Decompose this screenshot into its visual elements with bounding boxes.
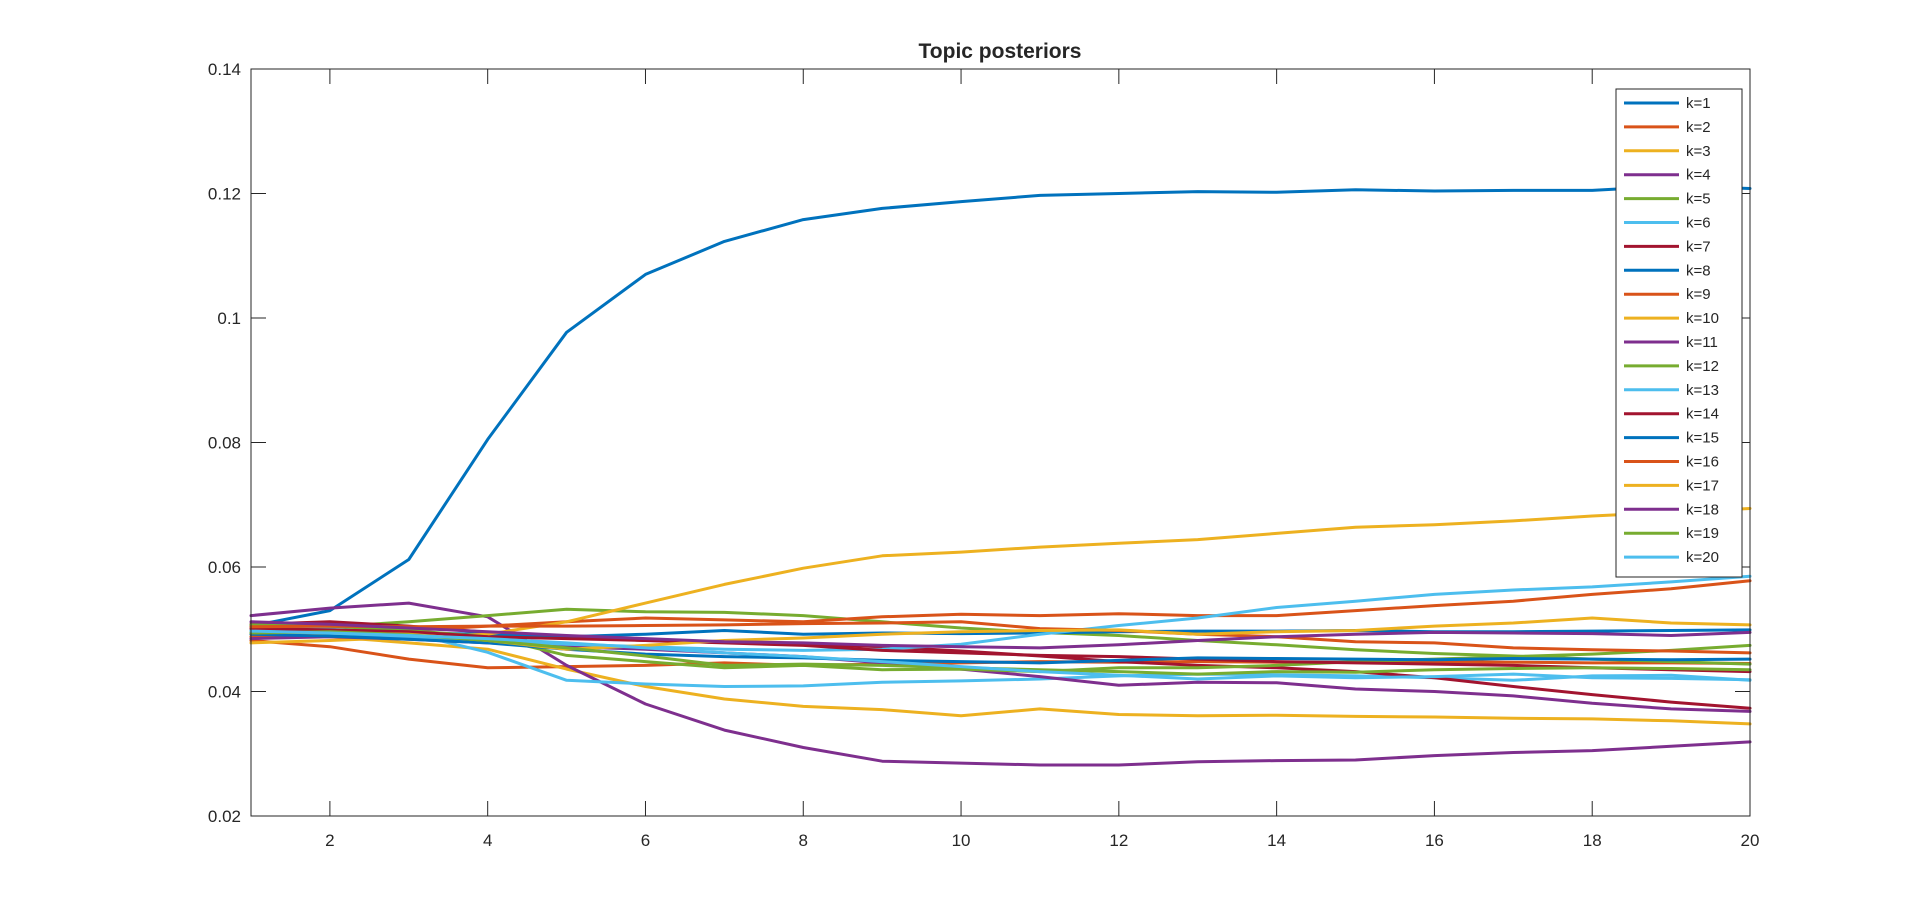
plot-area [251, 69, 1750, 816]
legend-label: k=3 [1686, 143, 1711, 160]
series-line-k=3 [249, 632, 1752, 726]
series-line-k=18 [249, 620, 1752, 650]
tick-layer: 2 4 6 8 10 12 14 16 18 20 0.02 0.04 0.06 0.08 0.1 0.12 0… [208, 60, 1760, 850]
x-tick-label: 6 [641, 831, 650, 850]
legend-label: k=2 [1686, 119, 1711, 136]
legend-label: k=14 [1686, 406, 1719, 423]
series-layer [249, 184, 1752, 767]
legend: k=1 k=2 k=3 k=4 k=5 k=6 k=7 k=8 k=9 k=10 k=11 k=12 k… [1615, 88, 1743, 578]
series-line-k=16 [249, 620, 1752, 655]
legend-label: k=6 [1686, 215, 1711, 232]
legend-label: k=18 [1686, 501, 1719, 518]
legend-label: k=5 [1686, 191, 1711, 208]
chart-title: Topic posteriors [919, 40, 1082, 63]
legend-label: k=13 [1686, 382, 1719, 399]
legend-label: k=8 [1686, 262, 1711, 279]
legend-label: k=9 [1686, 286, 1711, 303]
y-tick-label: 0.12 [208, 185, 241, 204]
legend-label: k=10 [1686, 310, 1719, 327]
legend-box [1615, 88, 1743, 578]
y-tick-label: 0.1 [217, 309, 241, 328]
legend-label: k=15 [1686, 430, 1719, 447]
y-tick-label: 0.08 [208, 434, 241, 453]
legend-label: k=16 [1686, 454, 1719, 471]
x-tick-label: 16 [1425, 831, 1444, 850]
x-tick-label: 2 [325, 831, 334, 850]
x-tick-label: 18 [1583, 831, 1602, 850]
legend-label: k=20 [1686, 549, 1719, 566]
x-tick-label: 10 [952, 831, 971, 850]
legend-label: k=19 [1686, 525, 1719, 542]
legend-label: k=12 [1686, 358, 1719, 375]
y-tick-label: 0.06 [208, 558, 241, 577]
x-tick-label: 4 [483, 831, 492, 850]
x-tick-label: 20 [1741, 831, 1760, 850]
y-tick-label: 0.14 [208, 60, 241, 79]
legend-label: k=11 [1686, 334, 1718, 351]
y-tick-label: 0.02 [208, 807, 241, 826]
series-line-k=6 [249, 626, 1752, 688]
legend-label: k=17 [1686, 477, 1719, 494]
x-tick-label: 12 [1109, 831, 1128, 850]
legend-label: k=1 [1686, 95, 1711, 112]
x-tick-label: 8 [799, 831, 808, 850]
series-line-k=15 [249, 632, 1752, 665]
y-tick-label: 0.04 [208, 683, 241, 702]
series-line-k=20 [249, 629, 1752, 682]
legend-label: k=7 [1686, 238, 1711, 255]
legend-label: k=4 [1686, 167, 1711, 184]
series-line-k=1 [249, 184, 1752, 628]
series-line-k=14 [249, 627, 1752, 674]
x-tick-label: 14 [1267, 831, 1286, 850]
